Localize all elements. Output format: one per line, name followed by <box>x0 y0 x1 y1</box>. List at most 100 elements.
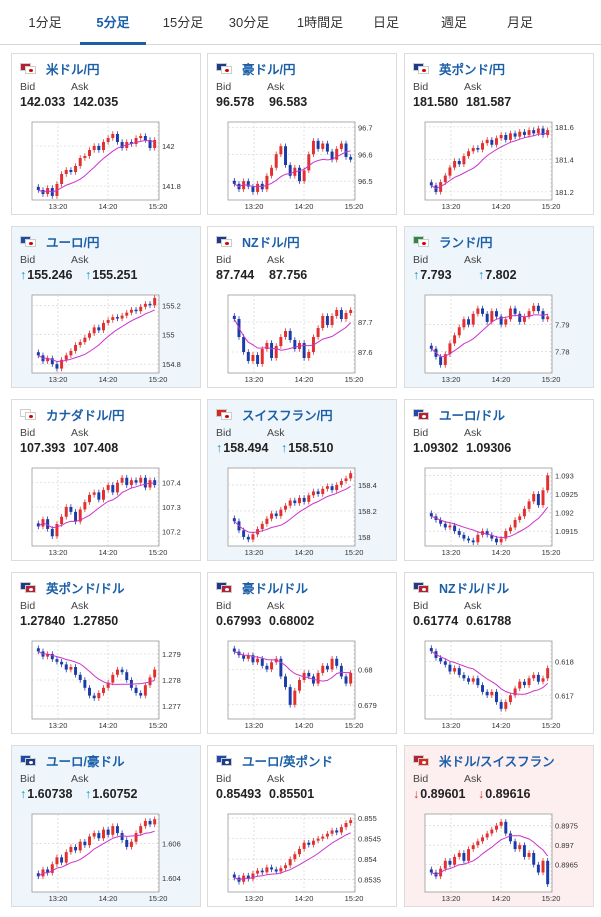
pair-name-link[interactable]: 豪ドル/ドル <box>242 581 308 596</box>
currency-card[interactable]: スイスフラン/円 Bid Ask ↑158.494 ↑158.510 158.4 158.2… <box>207 399 397 561</box>
flag-emblem-icon <box>225 587 229 591</box>
y-tick-label: 87.7 <box>358 318 373 327</box>
x-tick-label: 14:20 <box>492 721 511 730</box>
candlestick-chart[interactable]: 181.6 181.4 181.2 13:20 14:20 15:20 <box>411 116 587 214</box>
tab-monthly[interactable]: 月足 <box>506 15 533 30</box>
ask-label: Ask <box>464 81 482 93</box>
bid-label: Bid <box>413 254 429 266</box>
candlestick-chart[interactable]: 107.4 107.3 107.2 13:20 14:20 15:20 <box>18 462 194 560</box>
candlestick-chart[interactable]: 1.093 1.0925 1.092 1.0915 13:20 14:20 15:20 <box>411 462 587 560</box>
y-tick-label: 1.606 <box>162 839 181 848</box>
candle-body <box>64 507 68 517</box>
quote-flag-icon <box>25 584 36 593</box>
x-tick-label: 13:20 <box>245 721 264 730</box>
candlestick-chart[interactable]: 96.7 96.6 96.5 13:20 14:20 15:20 <box>214 116 390 214</box>
pair-name-link[interactable]: ユーロ/ドル <box>439 408 505 423</box>
bid-price: 107.393 <box>20 441 65 455</box>
pair-name-link[interactable]: NZドル/ドル <box>439 581 510 596</box>
candle-body <box>125 672 129 680</box>
candlestick-chart[interactable]: 0.8975 0.897 0.8965 13:20 14:20 15:20 <box>411 808 587 906</box>
pair-name-link[interactable]: NZドル/円 <box>242 235 300 250</box>
pair-name-link[interactable]: スイスフラン/円 <box>242 408 333 423</box>
candle-body <box>532 853 536 865</box>
x-tick-label: 13:20 <box>442 894 461 903</box>
candle-body <box>88 333 92 338</box>
candle-body <box>101 142 105 150</box>
pair-name-link[interactable]: 英ポンド/円 <box>439 62 505 77</box>
tab-weekly[interactable]: 週足 <box>440 15 467 30</box>
candle-body <box>270 167 274 176</box>
pair-name-link[interactable]: ユーロ/円 <box>46 235 100 250</box>
currency-card[interactable]: ユーロ/円 Bid Ask ↑155.246 ↑155.251 155.2 155 154.8… <box>11 226 201 388</box>
candle-body <box>111 826 115 835</box>
currency-card[interactable]: NZドル/ドル Bid Ask 0.61774 0.61788 0.618 0.617 13:… <box>404 572 594 734</box>
candle-body <box>83 156 87 158</box>
currency-card[interactable]: ユーロ/英ポンド Bid Ask 0.85493 0.85501 0.855 0.8545 0… <box>207 745 397 907</box>
candlestick-chart[interactable]: 0.68 0.679 13:20 14:20 15:20 <box>214 635 390 733</box>
currency-card[interactable]: 豪ドル/円 Bid Ask 96.578 96.583 96.7 96.6 96.5 13:20… <box>207 53 397 215</box>
bid-value: 96.578 <box>216 95 255 109</box>
candlestick-chart[interactable]: 7.79 7.78 13:20 14:20 15:20 <box>411 289 587 387</box>
pair-name-link[interactable]: 英ポンド/ドル <box>46 581 125 596</box>
currency-card[interactable]: 豪ドル/ドル Bid Ask 0.67993 0.68002 0.68 0.679 13:20… <box>207 572 397 734</box>
ask-price: 0.68002 <box>269 614 314 628</box>
chart-svg: 1.606 1.604 13:20 14:20 15:20 <box>31 813 181 903</box>
currency-card[interactable]: ユーロ/ドル Bid Ask 1.09302 1.09306 1.093 1.0925 1.0… <box>404 399 594 561</box>
currency-card[interactable]: 英ポンド/ドル Bid Ask 1.27840 1.27850 1.279 1.278 1.2… <box>11 572 201 734</box>
candlestick-chart[interactable]: 87.7 87.6 13:20 14:20 15:20 <box>214 289 390 387</box>
candle-body <box>265 518 269 524</box>
y-tick-label: 0.897 <box>555 841 574 850</box>
candle-body <box>46 519 50 529</box>
currency-card[interactable]: NZドル/円 Bid Ask 87.744 87.756 87.7 87.6 13:20 14:… <box>207 226 397 388</box>
quote-flag-icon <box>25 757 36 766</box>
tab-30min[interactable]: 30分足 <box>228 15 270 30</box>
x-tick-label: 14:20 <box>295 894 314 903</box>
currency-card[interactable]: カナダドル/円 Bid Ask 107.393 107.408 107.4 107.3 107… <box>11 399 201 561</box>
y-tick-label: 0.8545 <box>358 835 381 844</box>
pair-name-link[interactable]: カナダドル/円 <box>46 408 125 423</box>
pair-name-link[interactable]: ユーロ/豪ドル <box>46 754 125 769</box>
currency-card[interactable]: 英ポンド/円 Bid Ask 181.580 181.587 181.6 181.4 181.… <box>404 53 594 215</box>
candlestick-chart[interactable]: 142 141.8 13:20 14:20 15:20 <box>18 116 194 214</box>
tab-15min[interactable]: 15分足 <box>162 15 204 30</box>
candlestick-chart[interactable]: 1.606 1.604 13:20 14:20 15:20 <box>18 808 194 906</box>
pair-name-link[interactable]: ランド/円 <box>439 235 493 250</box>
candle-body <box>453 525 457 532</box>
currency-card[interactable]: ランド/円 Bid Ask ↑7.793 ↑7.802 7.79 7.78 13:20 14:2… <box>404 226 594 388</box>
candlestick-chart[interactable]: 158.4 158.2 158 13:20 14:20 15:20 <box>214 462 390 560</box>
pair-name-link[interactable]: ユーロ/英ポンド <box>242 754 333 769</box>
candlestick-chart[interactable]: 0.618 0.617 13:20 14:20 15:20 <box>411 635 587 733</box>
tab-1min[interactable]: 1分足 <box>28 15 62 30</box>
candle-body <box>83 680 87 688</box>
candle-body <box>139 136 143 138</box>
candle-body <box>143 820 147 827</box>
x-tick-label: 15:20 <box>542 202 561 211</box>
tab-5min[interactable]: 5分足 <box>80 0 146 45</box>
pair-name-link[interactable]: 米ドル/スイスフラン <box>439 754 555 769</box>
currency-card[interactable]: 米ドル/円 Bid Ask 142.033 142.035 142 141.8 13:20 14… <box>11 53 201 215</box>
pair-name-link[interactable]: 米ドル/円 <box>46 62 100 77</box>
candle-body <box>242 337 246 352</box>
y-tick-label: 181.4 <box>555 155 574 164</box>
currency-card[interactable]: 米ドル/スイスフラン Bid Ask ↓0.89601 ↓0.89616 0.8975 0.… <box>404 745 594 907</box>
candle-body <box>339 481 343 485</box>
tab-daily[interactable]: 日足 <box>372 15 399 30</box>
tab-1hour[interactable]: 1時間足 <box>296 15 344 30</box>
candle-body <box>120 477 124 483</box>
candle-body <box>153 669 157 678</box>
candlestick-chart[interactable]: 155.2 155 154.8 13:20 14:20 15:20 <box>18 289 194 387</box>
bid-label: Bid <box>20 773 36 785</box>
currency-card[interactable]: ユーロ/豪ドル Bid Ask ↑1.60738 ↑1.60752 1.606 1.604 1… <box>11 745 201 907</box>
candle-body <box>457 668 461 675</box>
candlestick-chart[interactable]: 1.279 1.278 1.277 13:20 14:20 15:20 <box>18 635 194 733</box>
candle-body <box>536 674 540 682</box>
moving-average-line <box>431 835 549 876</box>
x-tick-label: 15:20 <box>149 548 168 557</box>
bid-value: 0.89601 <box>420 787 466 801</box>
candle-body <box>330 151 334 160</box>
candle-body <box>251 534 255 540</box>
pair-name-link[interactable]: 豪ドル/円 <box>242 62 296 77</box>
candle-body <box>532 305 536 312</box>
candlestick-chart[interactable]: 0.855 0.8545 0.854 0.8535 13:20 14:20 15:20 <box>214 808 390 906</box>
candle-body <box>46 869 50 873</box>
